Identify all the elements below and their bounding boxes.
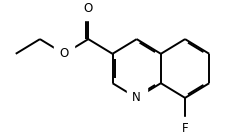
- Text: F: F: [182, 122, 188, 135]
- Text: N: N: [132, 91, 141, 104]
- Text: O: O: [59, 47, 69, 60]
- Text: O: O: [84, 2, 93, 15]
